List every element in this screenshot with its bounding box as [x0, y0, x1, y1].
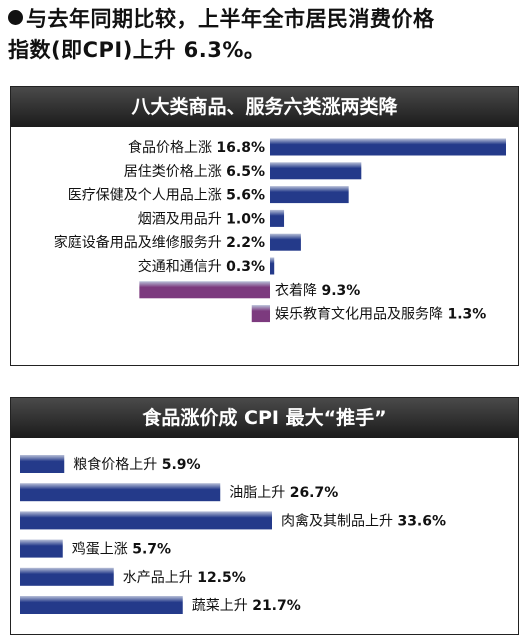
bar-category-3-label: 烟酒及用品升 1.0%: [138, 211, 265, 227]
bar-category-6-label: 衣着降 9.3%: [275, 283, 360, 299]
bar-category-0: [270, 138, 506, 156]
bar-food-0: [20, 455, 65, 473]
bar-category-2: [270, 186, 349, 204]
bar-category-4: [270, 233, 301, 251]
bar-food-3-label: 鸡蛋上涨 5.7%: [72, 541, 171, 558]
bar-food-3: [20, 539, 63, 558]
bullet-icon: [8, 10, 23, 25]
headline: 与去年同期比较，上半年全市居民消费价格 指数(即CPI)上升 6.3%。: [8, 4, 523, 66]
bar-food-0-label: 粮食价格上升 5.9%: [73, 456, 200, 473]
bar-food-4-label: 水产品上升 12.5%: [123, 570, 246, 586]
bar-food-4: [20, 567, 114, 586]
bar-category-5: [270, 257, 275, 275]
bar-category-7: [251, 305, 270, 323]
bar-food-2: [20, 511, 272, 530]
chart-panel-categories: 八大类商品、服务六类涨两类降 食品价格上涨 16.8% 居住类价格上涨 6.5% 医…: [10, 86, 519, 366]
bar-category-1-label: 居住类价格上涨 6.5%: [124, 164, 265, 180]
bar-category-7-label: 娱乐教育文化用品及服务降 1.3%: [275, 307, 486, 323]
bar-food-2-label: 肉禽及其制品上升 33.6%: [281, 512, 446, 529]
chart-panel-food: 食品涨价成 CPI 最大“推手” 粮食价格上升 5.9% 油脂上升 26.7% 肉禽…: [10, 397, 519, 635]
bar-food-5: [20, 596, 183, 614]
categories-bar-chart: 食品价格上涨 16.8% 居住类价格上涨 6.5% 医疗保健及个人用品上涨 5.6%…: [54, 138, 506, 323]
bar-category-1: [270, 162, 362, 180]
chart-title-food: 食品涨价成 CPI 最大“推手”: [11, 398, 518, 438]
bar-category-6: [139, 281, 270, 299]
bar-category-4-label: 家庭设备用品及维修服务升 2.2%: [54, 234, 265, 251]
headline-line-2: 指数(即CPI)上升 6.3%。: [8, 38, 266, 62]
bar-category-0-label: 食品价格上涨 16.8%: [128, 139, 265, 156]
bar-category-3: [270, 209, 285, 227]
bar-food-1: [20, 483, 221, 502]
headline-line-1: 与去年同期比较，上半年全市居民消费价格: [8, 4, 523, 35]
food-bar-chart: 粮食价格上升 5.9% 油脂上升 26.7% 肉禽及其制品上升 33.6% 鸡蛋上涨 …: [20, 455, 446, 614]
chart-title-categories: 八大类商品、服务六类涨两类降: [11, 87, 518, 127]
bar-category-5-label: 交通和通信升 0.3%: [138, 258, 265, 275]
bar-food-1-label: 油脂上升 26.7%: [229, 485, 338, 501]
bar-food-5-label: 蔬菜上升 21.7%: [192, 598, 301, 614]
bar-category-2-label: 医疗保健及个人用品上涨 5.6%: [68, 188, 265, 204]
